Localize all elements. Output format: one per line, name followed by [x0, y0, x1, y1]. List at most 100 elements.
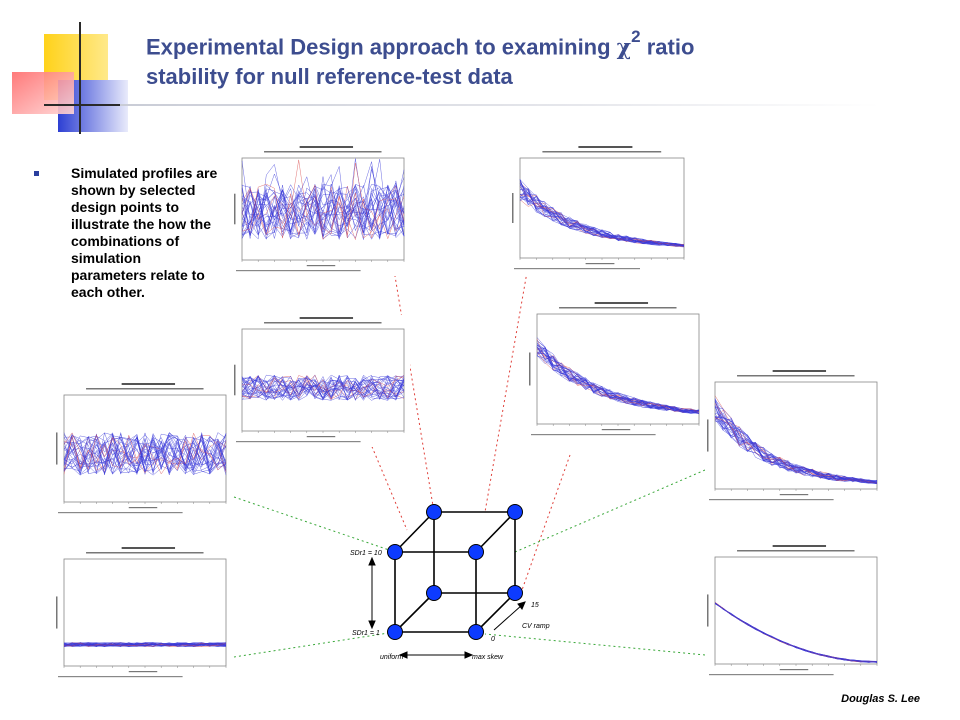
panel-xlabel-mark — [128, 671, 158, 673]
panel-ylabel-mark — [234, 364, 236, 396]
panel-title-mark — [578, 146, 633, 148]
panel-ylabel-mark — [56, 596, 58, 629]
design-point — [507, 504, 523, 520]
panel-footer-mark — [236, 270, 361, 272]
profile-line — [714, 416, 878, 484]
design-point — [426, 504, 442, 520]
green-connectors — [233, 469, 706, 658]
title-line-2: stability for null reference-test data — [146, 64, 513, 90]
panel-footer-mark — [58, 676, 183, 678]
profile-panel-mid-center — [232, 315, 410, 447]
profile-line — [63, 431, 227, 476]
profile-panel-left-lower — [54, 545, 232, 682]
chi-superscript: 2 — [631, 27, 641, 46]
profile-line — [241, 162, 405, 241]
connector-line — [521, 454, 571, 591]
profile-line — [241, 374, 405, 401]
profile-panel-left-upper — [54, 381, 232, 518]
profile-line — [536, 344, 700, 412]
design-point — [468, 544, 484, 560]
design-point — [507, 585, 523, 601]
profile-line — [241, 375, 405, 401]
cv-low-label: 0 — [491, 636, 495, 643]
profile-line — [63, 642, 227, 647]
panel-ylabel-mark — [707, 594, 709, 627]
axis-arrows — [368, 556, 526, 659]
profile-line — [241, 375, 405, 399]
profile-line — [536, 348, 700, 414]
panel-footer-mark — [709, 499, 834, 501]
profile-line — [519, 183, 685, 247]
panel-plot-frame — [63, 558, 227, 667]
profile-line — [63, 434, 227, 474]
profile-line — [241, 185, 405, 236]
panel-title-mark — [772, 545, 827, 547]
connector-line — [233, 631, 396, 658]
sd-high-label: SDr1 = 10 — [350, 550, 382, 557]
panel-subtitle-mark — [264, 322, 382, 324]
panel-xlabel-mark — [779, 669, 809, 671]
panel-ylabel-mark — [56, 432, 58, 465]
panel-xlabel-mark — [306, 436, 336, 438]
profile-line — [714, 602, 878, 662]
connector-line — [484, 633, 706, 656]
profile-line — [536, 351, 700, 414]
panel-title-mark — [299, 317, 354, 319]
panel-subtitle-mark — [559, 307, 677, 309]
profile-line — [536, 354, 700, 414]
profile-line — [519, 194, 685, 247]
slide-title: Experimental Design approach to examinin… — [146, 26, 936, 92]
skew-high-label: max skew — [472, 654, 504, 661]
connector-line — [233, 496, 396, 553]
cv-high-label: 15 — [531, 602, 539, 609]
panel-footer-mark — [236, 441, 361, 443]
profile-line — [519, 192, 685, 246]
panel-ylabel-mark — [512, 193, 514, 223]
profile-line — [63, 435, 227, 476]
profile-line — [714, 416, 878, 484]
profile-panel-mid-right — [527, 300, 705, 440]
connector-line — [484, 271, 528, 513]
panel-ylabel-mark — [234, 193, 236, 225]
panel-footer-mark — [58, 512, 183, 514]
profile-line — [63, 434, 227, 476]
sd-low-label: SDr1 = 1 — [352, 630, 380, 637]
profile-line — [63, 642, 227, 647]
profile-line — [241, 374, 405, 401]
panel-subtitle-mark — [737, 375, 855, 377]
profile-panel-top-center — [232, 144, 410, 276]
profile-line — [241, 159, 405, 237]
profile-line — [241, 185, 405, 236]
profile-line — [63, 432, 227, 473]
profile-line — [241, 374, 405, 402]
profile-line — [714, 412, 878, 484]
profile-line — [241, 184, 405, 239]
cube-vertices — [387, 504, 523, 640]
decorative-logo — [12, 22, 130, 134]
panel-title-mark — [121, 547, 176, 549]
bullet-text: Simulated profiles are shown by selected… — [71, 165, 218, 300]
panel-footer-mark — [531, 434, 656, 436]
profile-line — [714, 398, 878, 484]
profile-line — [714, 415, 878, 483]
panel-ylabel-mark — [529, 352, 531, 386]
profile-line — [241, 183, 405, 241]
profile-line — [241, 374, 405, 401]
panel-subtitle-mark — [264, 151, 382, 153]
profile-line — [63, 432, 227, 475]
profile-line — [63, 642, 227, 647]
profile-line — [241, 173, 405, 239]
panel-xlabel-mark — [601, 429, 631, 431]
panel-subtitle-mark — [86, 552, 204, 554]
chi-symbol: χ — [616, 34, 632, 61]
profile-line — [63, 435, 227, 475]
profile-line — [241, 374, 405, 401]
title-text-part2: ratio — [640, 34, 695, 60]
profile-line — [536, 347, 700, 414]
profile-line — [241, 184, 405, 239]
panel-xlabel-mark — [779, 494, 809, 496]
panel-subtitle-mark — [737, 550, 855, 552]
profile-panel-far-right — [705, 368, 883, 505]
profile-line — [536, 355, 700, 412]
